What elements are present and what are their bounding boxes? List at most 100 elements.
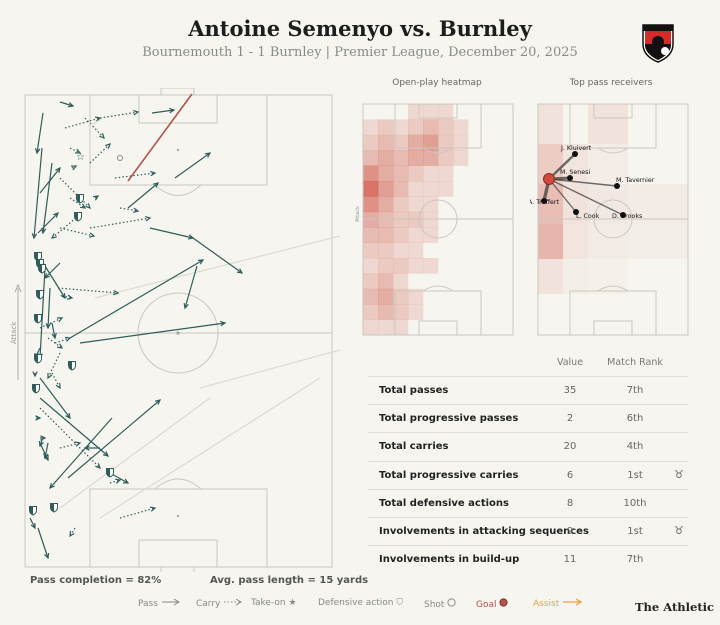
receiver-zone [563,259,588,294]
faint-pass-line [94,235,341,299]
heatmap-cell [378,150,394,166]
pass-arrow [92,195,100,201]
pass-arrow [40,162,53,235]
faint-pass-line [59,397,211,509]
receiver-zone [588,144,628,184]
stat-row: Involvements in build-up 11 7th [368,545,688,573]
legend-takeon: Take-on ★ [251,598,297,608]
receiver-zone [628,184,688,224]
pass-arrow [183,265,198,310]
legend-pass: Pass [138,598,181,609]
semenyo-hub-node [543,173,555,185]
carry-arrow-icon [224,598,243,606]
heatmap-cell [363,134,379,151]
stat-value: 9 [566,525,574,537]
defensive-action-icon [32,384,40,394]
receiver-zone [538,224,563,259]
heatmap-cell [438,119,454,136]
heatmap-cell [378,181,394,197]
heatmap-cell [393,273,409,290]
receiver-link [548,178,577,213]
stat-label: Total passes [379,385,449,396]
heatmap-cell [363,196,379,213]
heatmap-cell [393,258,409,274]
stat-value: 11 [563,554,577,566]
stat-rank: 1st [627,469,643,481]
assist-arrow-icon [563,598,583,606]
brand-logo: The Athletic [635,600,715,614]
pass-arrow [59,101,75,108]
carry-arrow [50,217,77,239]
medal-icon: ♉ [674,523,684,537]
heatmap-cell [393,319,409,336]
heatmap-cell [378,211,394,228]
heatmap-cell [423,227,439,243]
pass-arrow [45,287,51,330]
receiver-link [548,153,576,180]
heatmap-cell [408,150,424,166]
heatmap-cell [393,181,409,197]
heatmap-cell [408,181,424,197]
page-title: Antoine Semenyo vs. Burnley [188,16,532,41]
carry-arrow [114,170,157,179]
stat-rank: 4th [626,441,644,453]
stat-row: Involvements in attacking sequences 9 1st ♉ [368,516,688,545]
heatmap-cell [378,319,394,336]
heatmap-cell [438,165,454,182]
header-match-rank: Match Rank [607,357,663,368]
heatmap-cell [393,288,409,305]
heatmap-cell [363,211,379,228]
receiver-label: D. Brooks [612,213,642,220]
heatmap-cell [363,288,379,305]
carry-arrow [59,441,82,449]
heatmap-cell [423,181,439,197]
carry-arrow [59,177,91,209]
heatmap-cell [393,242,409,259]
heatmap-cell [408,104,424,120]
stat-value: 20 [563,441,577,453]
heatmap-pitch: Attack [355,103,514,336]
receiver-node [620,212,626,218]
stat-row: Total passes 35 7th [368,376,688,404]
pass-arrow [43,442,49,460]
heatmap-cell [408,288,424,305]
heatmap-cell [393,150,409,166]
pass-arrow [127,182,160,209]
page-subtitle: Bournemouth 1 - 1 Burnley | Premier Leag… [142,45,578,60]
pass-arrow [151,107,176,114]
pass-arrow [40,435,47,441]
stat-label: Involvements in build-up [379,554,520,566]
carry-arrow [57,287,120,296]
legend-defensive: Defensive action ⛉ [318,598,404,608]
receiver-link [548,178,618,187]
heatmap-cell [378,227,394,243]
stat-value: 6 [566,469,574,481]
carry-arrow [54,336,72,344]
defensive-action-icon [76,194,84,204]
carry-arrow [119,207,140,213]
heatmap-cell [393,211,409,228]
carry-arrow [39,317,64,329]
heatmap-cell [438,104,454,120]
heatmap-cell [408,258,424,274]
heatmap-cell [393,134,409,151]
heatmap-cell [393,165,409,182]
heatmap-cell [363,165,379,182]
pass-arrow [192,237,244,274]
carry-arrow [89,143,112,164]
receivers-pitch: J. Kluivert M. Senesi M. Tavernier A. Truff… [530,103,689,336]
pass-arrow [34,112,44,155]
heatmap-cell [378,165,394,182]
goal-circle-icon [499,598,508,607]
heatmap-cells [363,104,469,336]
stat-value: 8 [566,497,574,509]
stat-label: Total carries [379,441,449,453]
pass-arrow [39,377,71,420]
heatmap-cell [378,304,394,320]
heatmap-cell [363,258,379,274]
pass-arrow [37,212,59,234]
pass-arrow [35,415,42,421]
pass-arrow [67,399,162,479]
heatmap-cell [453,134,469,151]
heatmap-attack-label: Attack [355,206,361,222]
